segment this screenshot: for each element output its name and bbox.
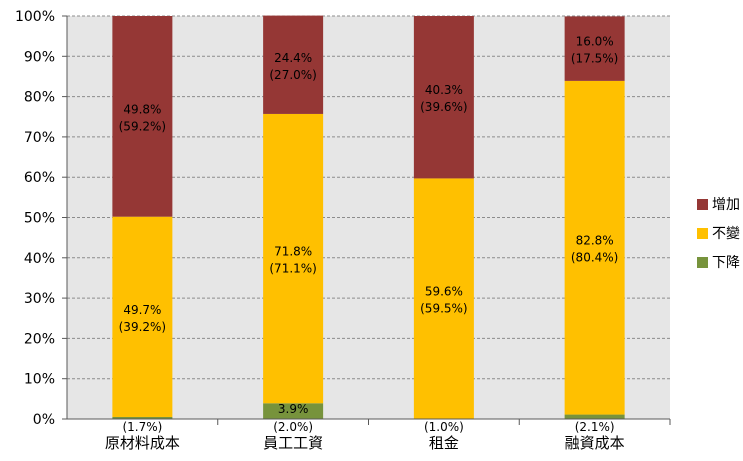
data-sublabel: (17.5%) bbox=[571, 52, 618, 66]
x-tick-label: 原材料成本 bbox=[105, 434, 180, 452]
legend-label: 增加 bbox=[712, 197, 740, 213]
data-label: 82.8% bbox=[576, 234, 614, 248]
x-tick-label: 租金 bbox=[429, 434, 459, 452]
legend-label: 不變 bbox=[712, 226, 740, 242]
data-label: 71.8% bbox=[274, 245, 312, 259]
legend-swatch-下降 bbox=[697, 257, 708, 268]
data-sublabel: (1.0%) bbox=[424, 420, 464, 434]
y-tick-label: 60% bbox=[24, 170, 55, 186]
y-tick-label: 10% bbox=[24, 372, 55, 388]
data-sublabel: (59.2%) bbox=[119, 119, 166, 133]
data-sublabel: (27.0%) bbox=[269, 68, 316, 82]
bar-segment-不變 bbox=[413, 178, 474, 419]
y-tick-label: 90% bbox=[24, 49, 55, 65]
data-sublabel: (2.1%) bbox=[575, 420, 615, 434]
data-label: 3.9% bbox=[278, 402, 309, 416]
bar-segment-增加 bbox=[263, 15, 324, 114]
data-label: 40.3% bbox=[425, 83, 463, 97]
data-sublabel: (2.0%) bbox=[273, 420, 313, 434]
x-tick-label: 員工工資 bbox=[263, 434, 323, 452]
legend-swatch-增加 bbox=[697, 199, 708, 210]
data-sublabel: (80.4%) bbox=[571, 251, 618, 265]
bar-segment-下降 bbox=[112, 416, 173, 419]
bar-segment-不變 bbox=[263, 113, 324, 404]
data-label: 24.4% bbox=[274, 51, 312, 65]
bar-segment-下降 bbox=[564, 414, 625, 419]
bars-group: 0.5%(1.7%)49.7%(39.2%)49.8%(59.2%)3.9%(2… bbox=[112, 15, 625, 434]
bar-segment-增加 bbox=[564, 16, 625, 81]
data-sublabel: (59.5%) bbox=[420, 302, 467, 316]
bar-segment-下降 bbox=[263, 403, 324, 419]
y-tick-label: 100% bbox=[15, 9, 55, 25]
bar-segment-增加 bbox=[413, 16, 474, 179]
data-sublabel: (39.6%) bbox=[420, 100, 467, 114]
x-tick-label: 融資成本 bbox=[565, 434, 625, 452]
bar-segment-不變 bbox=[112, 216, 173, 417]
data-sublabel: (39.2%) bbox=[119, 320, 166, 334]
axes-group: 0% 10% 20% 30% 40% 50% 60% 70% 80% 90% 100% 原材料成本 員工… bbox=[15, 9, 671, 452]
data-label: 49.7% bbox=[123, 303, 161, 317]
data-label: 59.6% bbox=[425, 285, 463, 299]
y-tick-label: 30% bbox=[24, 291, 55, 307]
data-sublabel: (71.1%) bbox=[269, 262, 316, 276]
y-tick-label: 40% bbox=[24, 251, 55, 267]
y-tick-label: 80% bbox=[24, 90, 55, 106]
y-tick-label: 20% bbox=[24, 331, 55, 347]
bar-segment-增加 bbox=[112, 16, 173, 217]
bar-segment-不變 bbox=[564, 80, 625, 415]
data-label: 16.0% bbox=[576, 35, 614, 49]
y-tick-label: 70% bbox=[24, 130, 55, 146]
legend-label: 下降 bbox=[712, 255, 740, 271]
legend-swatch-不變 bbox=[697, 228, 708, 239]
y-tick-label: 50% bbox=[24, 211, 55, 227]
y-tick-label: 0% bbox=[33, 412, 55, 428]
data-label: 49.8% bbox=[123, 102, 161, 116]
data-sublabel: (1.7%) bbox=[122, 420, 162, 434]
